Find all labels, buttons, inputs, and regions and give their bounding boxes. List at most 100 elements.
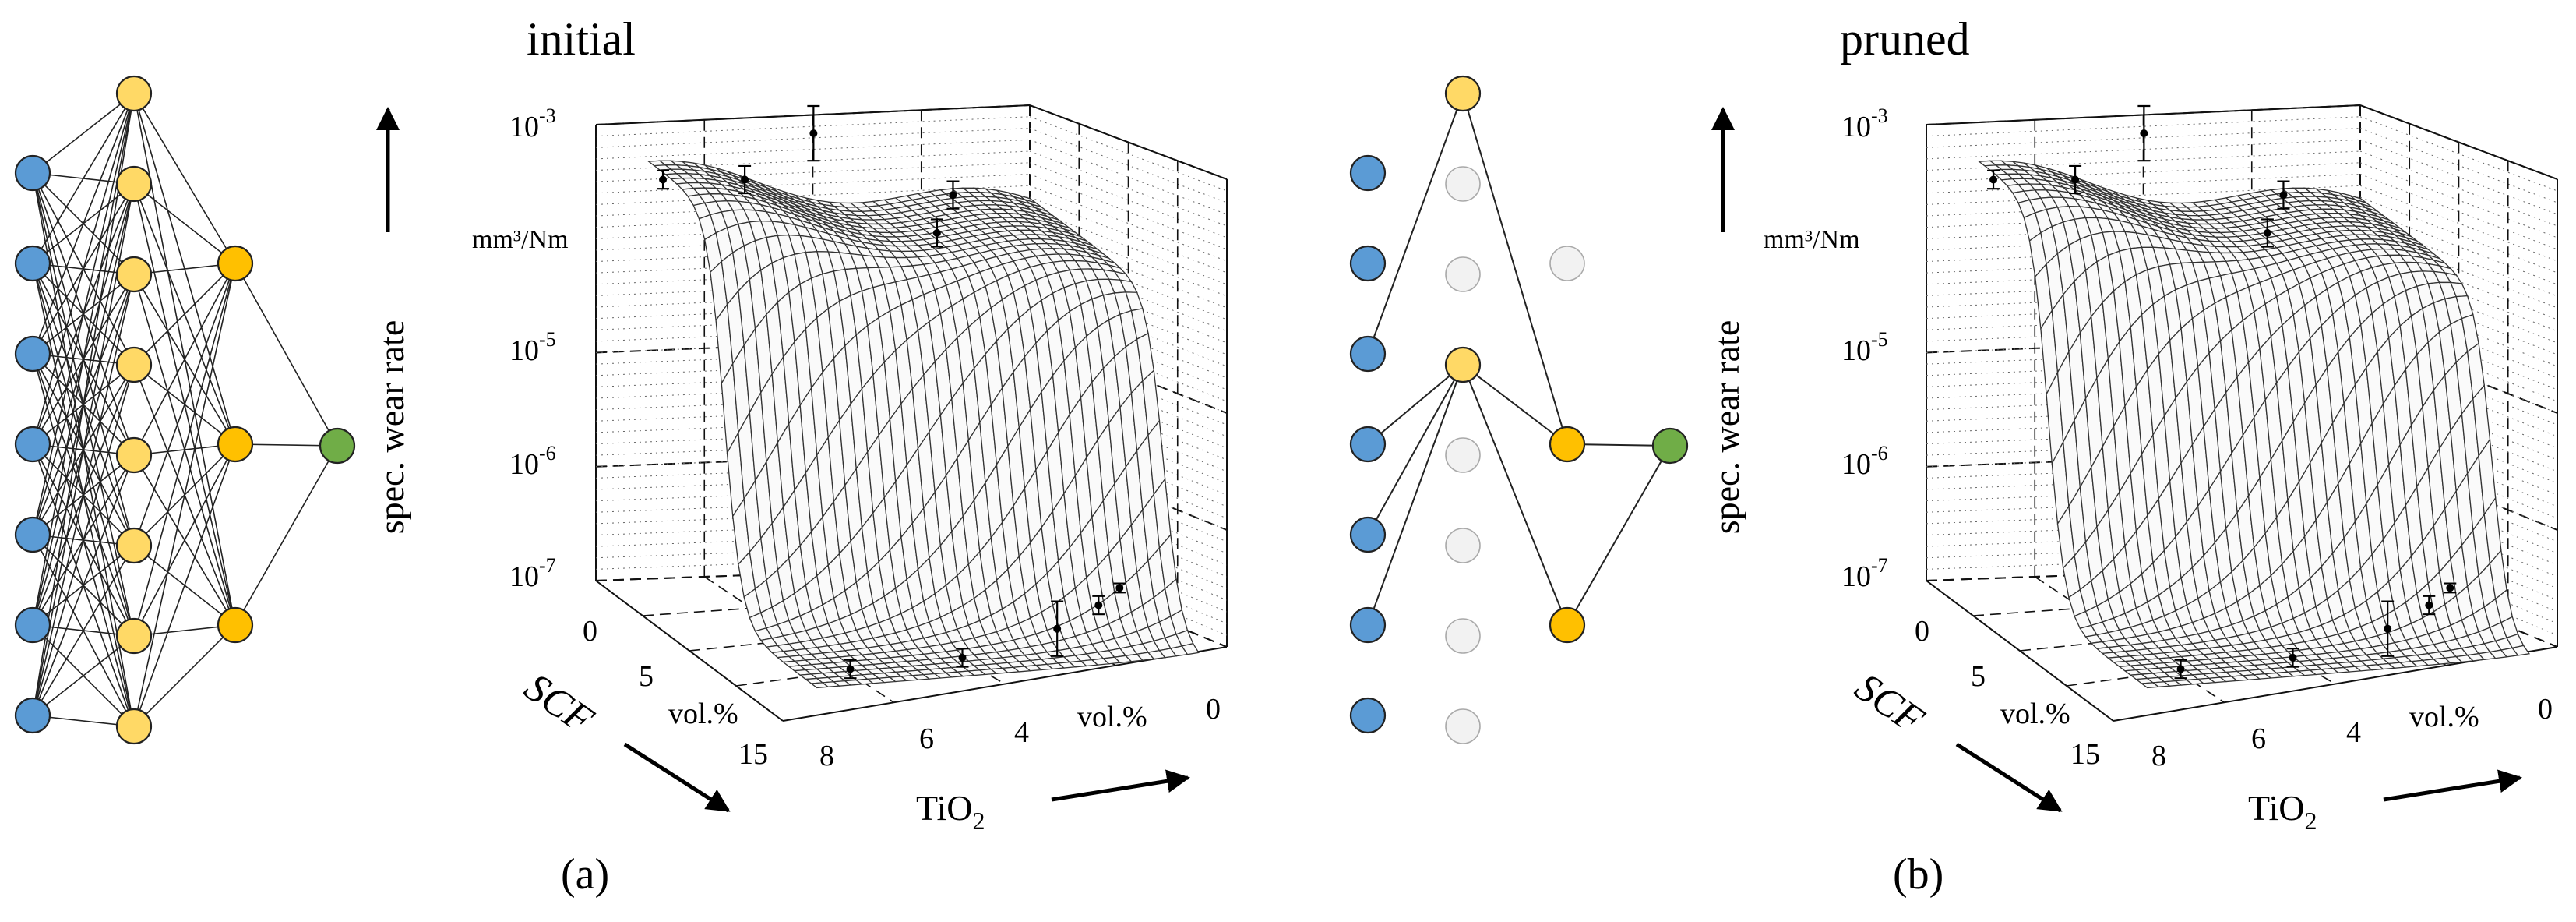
- chart-grid-minor: [595, 323, 1031, 342]
- network-connection: [32, 93, 135, 716]
- panel-b: pruned spec. wear rate 10-3 mm³/Nm 10-5 …: [1349, 13, 2558, 899]
- tio2-unit-a: vol.%: [1077, 701, 1147, 733]
- chart-grid-minor: [2359, 185, 2558, 262]
- network-connection: [133, 263, 236, 637]
- hidden-1-neuron-pruned: [1445, 256, 1481, 292]
- chart-grid-minor: [2359, 162, 2558, 238]
- network-connection: [133, 624, 236, 727]
- chart-grid-minor: [1926, 484, 2361, 502]
- tio2-tick-a-4: 4: [1014, 716, 1029, 749]
- network-connection: [1367, 93, 1464, 355]
- chart-grid-minor: [2359, 128, 2558, 203]
- chart-grid-minor: [595, 334, 1031, 353]
- chart-grid-minor: [1029, 162, 1228, 238]
- chart-grid-minor: [1926, 266, 2361, 285]
- ztick-a-1e-3: 10-3: [509, 104, 556, 143]
- chart-grid-minor: [1926, 334, 2361, 353]
- chart-grid-minor: [1926, 380, 2361, 399]
- chart-grid-minor: [1029, 150, 1228, 227]
- tio2-tick-a-0: 0: [1206, 693, 1221, 726]
- chart-grid-minor: [595, 174, 1031, 194]
- chart-grid-minor: [1926, 116, 2361, 137]
- chart-grid-minor: [1926, 404, 2361, 422]
- chart-grid-minor: [595, 288, 1031, 308]
- chart-grid-minor: [1029, 139, 1228, 215]
- measured-point: [1053, 624, 1062, 633]
- hidden-2-neuron: [1549, 606, 1586, 644]
- chart-grid-minor: [1926, 242, 2361, 262]
- hidden-1-neuron-pruned: [1445, 618, 1481, 654]
- chart-grid-minor: [1029, 196, 1228, 274]
- chart-grid-minor: [2359, 116, 2558, 192]
- hidden-1-neuron: [115, 346, 153, 383]
- input-neuron: [1349, 697, 1387, 734]
- zunit-a: mm³/Nm: [472, 225, 569, 254]
- chart-grid-minor: [595, 162, 1031, 182]
- input-neuron: [14, 516, 51, 553]
- measured-point: [949, 191, 957, 200]
- input-neuron: [1349, 335, 1387, 373]
- measured-point: [2384, 624, 2392, 633]
- panel-label-a: (a): [561, 850, 609, 899]
- chart-grid-minor: [595, 507, 1031, 525]
- tio2-tick-b-0: 0: [2538, 693, 2553, 726]
- ztick-a-1e-6: 10-6: [509, 442, 556, 481]
- network-b: [1349, 75, 1689, 744]
- chart-grid-minor: [1926, 392, 2361, 411]
- chart-a: [595, 104, 1228, 722]
- chart-grid-minor: [1926, 542, 2361, 559]
- hidden-1-neuron: [115, 708, 153, 745]
- chart-grid-minor: [1926, 426, 2361, 444]
- chart-grid-minor: [2359, 208, 2558, 285]
- input-neuron: [14, 245, 51, 282]
- chart-grid-minor: [595, 438, 1031, 456]
- network-connection: [32, 545, 135, 716]
- panel-label-b: (b): [1893, 850, 1943, 899]
- chart-grid-minor: [595, 542, 1031, 559]
- network-connection: [1367, 364, 1464, 445]
- network-connection: [1367, 364, 1464, 535]
- chart-grid-minor: [595, 300, 1031, 320]
- ztick-b-1e-5: 10-5: [1841, 328, 1888, 367]
- chart-grid-minor: [595, 116, 1031, 137]
- hidden-1-neuron: [1444, 75, 1482, 112]
- tio2-tick-a-8: 8: [819, 740, 834, 772]
- chart-grid-minor: [595, 208, 1031, 228]
- measured-point: [1115, 584, 1124, 592]
- surface-cell: [2511, 645, 2530, 656]
- network-a: [14, 75, 356, 745]
- panel-title-initial: initial: [527, 13, 636, 65]
- chart-grid-minor: [1926, 208, 2361, 228]
- chart-grid-decade: [595, 104, 1031, 125]
- measured-point: [2071, 175, 2080, 184]
- scf-unit-b: vol.%: [2000, 698, 2070, 730]
- network-connection: [234, 263, 338, 447]
- chart-a-error-bars: [657, 104, 1126, 680]
- chart-grid-minor: [595, 346, 1031, 365]
- chart-grid-minor: [1926, 358, 2361, 376]
- chart-grid-minor: [1926, 369, 2361, 387]
- chart-grid-minor: [1926, 300, 2361, 320]
- input-neuron: [14, 697, 51, 734]
- panel-a: initial spec. wear rate 10-3 mm³/Nm 10-5…: [14, 13, 1228, 899]
- chart-grid-minor: [1926, 254, 2361, 274]
- chart-grid-minor: [1029, 220, 1228, 297]
- chart-grid-minor: [595, 426, 1031, 444]
- tio2-arrow-b: [2383, 769, 2522, 802]
- chart-grid-minor: [1926, 496, 2361, 513]
- chart-grid-minor: [1926, 162, 2361, 182]
- measured-point: [2446, 584, 2454, 592]
- measured-point: [809, 129, 818, 138]
- chart-grid-minor: [595, 392, 1031, 411]
- chart-grid-minor: [595, 266, 1031, 285]
- scf-tick-a-5: 5: [639, 660, 654, 693]
- chart-grid-decade: [1926, 104, 2361, 125]
- chart-grid-minor: [1029, 128, 1228, 203]
- chart-grid-minor: [595, 312, 1031, 330]
- hidden-2-neuron: [1549, 426, 1586, 463]
- chart-grid-minor: [1926, 438, 2361, 456]
- network-connection: [234, 445, 338, 626]
- hidden-2-neuron: [217, 606, 254, 644]
- chart-grid-minor: [595, 415, 1031, 433]
